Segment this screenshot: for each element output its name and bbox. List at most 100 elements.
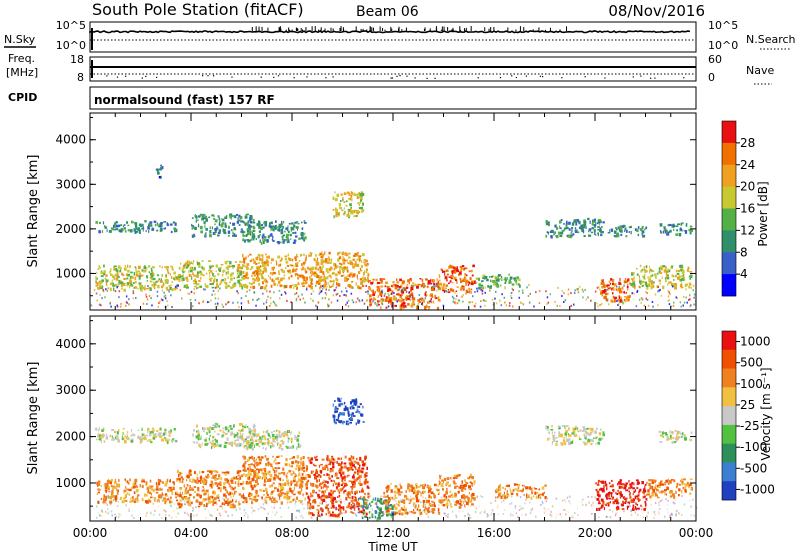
time-tick-label: 08:00 (275, 526, 310, 540)
power-echo-region (95, 220, 178, 234)
power-ytick-label: 1000 (55, 266, 86, 280)
time-xlabel: Time UT (367, 540, 418, 554)
power-echo-region (307, 251, 370, 290)
power-colorbar-segment (722, 142, 736, 166)
velocity-ytick-label: 2000 (55, 430, 86, 444)
time-axis-labels: 00:00 04:00 08:00 12:00 16:00 20:00 00:00 (73, 526, 714, 540)
power-colorbar-segment (722, 121, 736, 144)
velocity-echo-region (332, 397, 365, 426)
power-echo-region (630, 264, 693, 290)
nsearch-tick-high: 10^5 (708, 19, 738, 32)
power-colorbar-segment (722, 186, 736, 209)
time-tick-label: 12:00 (376, 526, 411, 540)
velocity-colorbar-tick: 1000 (740, 335, 771, 349)
power-echo-region (242, 253, 310, 290)
power-colorbar: 4 8 12 16 20 24 28 (721, 120, 755, 297)
power-echo-region (95, 264, 178, 292)
velocity-ytick-label: 3000 (55, 383, 86, 397)
nsearch-tick-low: 10^0 (708, 39, 738, 52)
power-colorbar-segment (722, 230, 736, 253)
power-ytick-label: 4000 (55, 133, 86, 147)
power-colorbar-segment (722, 164, 736, 187)
velocity-colorbar-segment (722, 424, 736, 444)
velocity-echo-region (96, 478, 178, 505)
power-echo-region (332, 191, 365, 219)
cpid-strip (89, 86, 697, 110)
power-echo-region (600, 277, 631, 303)
freq-tick-low: 8 (77, 71, 84, 84)
velocity-colorbar-tick: -500 (740, 461, 767, 475)
nsky-label: N.Sky (4, 33, 36, 46)
power-colorbar-segment (722, 274, 736, 297)
power-echo-region (241, 220, 307, 245)
velocity-echo-region (494, 483, 547, 500)
power-colorbar-label: Power [dB] (756, 181, 770, 246)
date-label: 08/Nov/2016 (608, 2, 705, 20)
power-echo-region (545, 217, 605, 239)
velocity-colorbar-tick: 25 (740, 398, 755, 412)
time-tick-label: 00:00 (73, 526, 108, 540)
velocity-colorbar-segment (722, 331, 736, 351)
freq-label: Freq. (8, 52, 35, 65)
velocity-colorbar-tick: -25 (740, 419, 760, 433)
velocity-colorbar-tick: 500 (740, 356, 763, 370)
freq-strip (89, 56, 697, 82)
nsky-trace (89, 26, 696, 50)
time-tick-label: 16:00 (477, 526, 512, 540)
time-tick-label: 00:00 (679, 526, 714, 540)
power-panel-frame (89, 112, 697, 311)
power-echo-region (191, 213, 256, 238)
nsky-tick-high: 10^5 (56, 19, 86, 32)
power-echo-region (475, 273, 521, 290)
nave-tick-high: 60 (708, 53, 722, 66)
power-echo-region (607, 224, 648, 238)
cpid-text: normalsound (fast) 157 RF (94, 93, 275, 107)
power-colorbar-tick: 24 (740, 158, 755, 172)
velocity-ylabel: Slant Range [km] (26, 362, 41, 475)
cpid-label: CPID (8, 91, 37, 104)
nave-tick-low: 0 (708, 71, 715, 84)
velocity-colorbar-segment (722, 443, 736, 463)
velocity-colorbar-segment (722, 368, 736, 388)
power-ground-speckle (90, 284, 697, 308)
velocity-colorbar-label: Velocity [m s⁻¹] (759, 367, 773, 460)
velocity-panel: 1000 2000 3000 4000 Slant Range [km] (26, 315, 698, 522)
nsky-strip (89, 21, 697, 53)
freq-unit-label: [MHz] (6, 66, 38, 79)
velocity-colorbar-segment (722, 406, 736, 426)
velocity-ground-speckle (95, 495, 698, 519)
beam-label: Beam 06 (356, 4, 419, 20)
velocity-colorbar-segment (722, 387, 736, 407)
power-ytick-label: 3000 (55, 177, 86, 191)
velocity-echo-region (243, 429, 302, 451)
velocity-colorbar-segment (722, 462, 736, 482)
velocity-echo-region (595, 479, 648, 511)
velocity-colorbar-tick: -100 (740, 440, 767, 454)
power-colorbar-tick: 8 (740, 245, 748, 259)
nsearch-label: N.Search (746, 33, 796, 46)
nsky-tick-low: 10^0 (56, 39, 86, 52)
time-tick-label: 20:00 (578, 526, 613, 540)
power-echo-region (155, 164, 164, 179)
power-colorbar-tick: 4 (740, 267, 748, 281)
power-echo-region (438, 264, 476, 294)
power-echo-region (659, 222, 694, 237)
velocity-echo-region (307, 455, 370, 518)
power-colorbar-segment (722, 252, 736, 275)
freq-tick-high: 18 (70, 53, 84, 66)
velocity-colorbar-tick: 100 (740, 377, 763, 391)
power-panel: 1000 2000 3000 4000 Slant Range [km] (26, 112, 697, 311)
velocity-echo-region (175, 469, 244, 509)
power-colorbar-tick: 16 (740, 202, 755, 216)
power-colorbar-tick: 20 (740, 180, 755, 194)
velocity-echoes (95, 397, 698, 521)
velocity-colorbar-segment (722, 349, 736, 369)
velocity-echo-region (545, 425, 605, 446)
velocity-ytick-label: 1000 (55, 476, 86, 490)
time-tick-label: 04:00 (174, 526, 209, 540)
power-colorbar-tick: 12 (740, 223, 755, 237)
velocity-colorbar-segment (722, 481, 736, 501)
power-colorbar-tick: 28 (740, 136, 755, 150)
velocity-echo-region (95, 427, 178, 445)
velocity-echo-region (438, 473, 476, 509)
